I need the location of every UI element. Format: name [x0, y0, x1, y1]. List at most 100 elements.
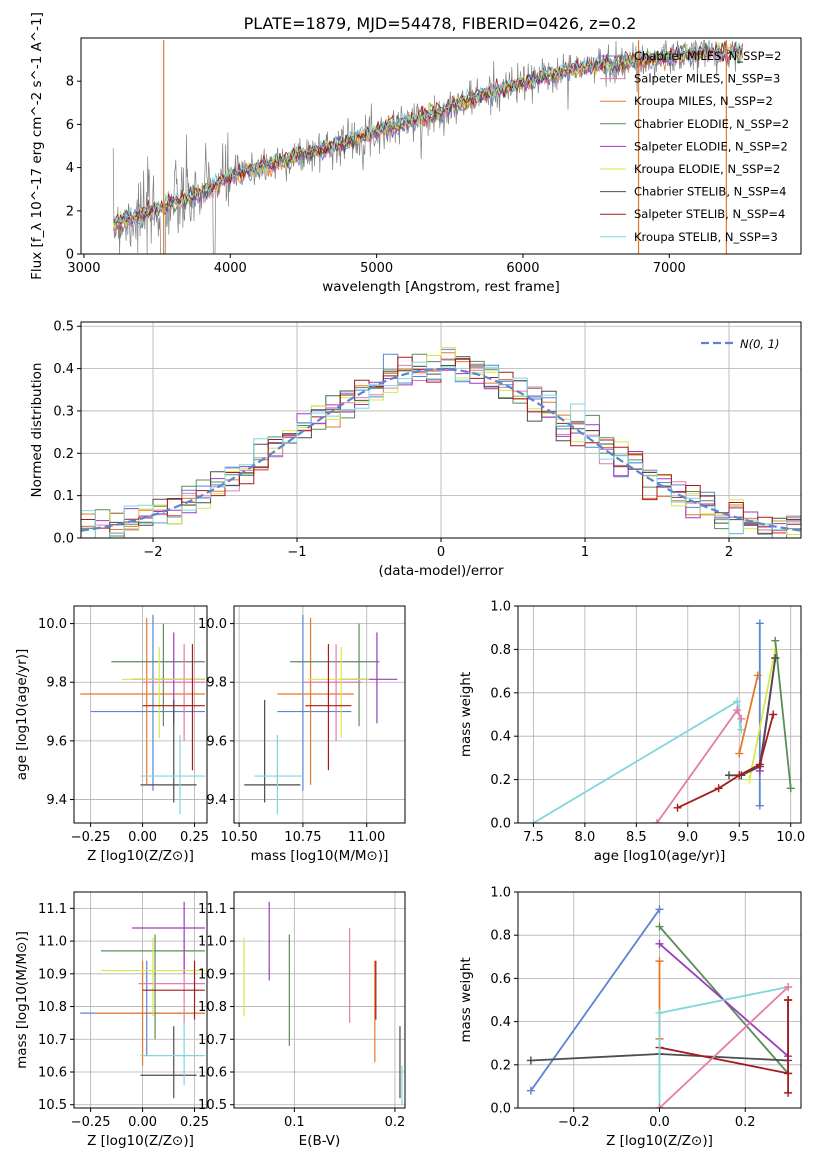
histogram-step [81, 348, 801, 538]
y-tick-label: 0.8 [490, 929, 511, 944]
y-tick-label: 0.3 [53, 404, 74, 419]
histogram-step [81, 361, 801, 538]
y-tick-label: 10.6 [198, 1066, 227, 1081]
x-tick-label: 4000 [214, 261, 247, 276]
x-tick-label: 0.25 [180, 1115, 209, 1130]
x-tick-label: 9.0 [677, 830, 698, 845]
legend-entry: Salpeter STELIB, N_SSP=4 [634, 207, 785, 221]
y-tick-label: 0.4 [490, 1015, 511, 1030]
axes-frame [233, 605, 406, 824]
x-tick-label: 10.0 [776, 830, 805, 845]
weight-marker [655, 939, 664, 948]
axes-frame [233, 891, 406, 1109]
y-tick-label: 0.4 [490, 730, 511, 745]
x-axis-label: (data-model)/error [378, 563, 504, 579]
y-tick-label: 10.5 [38, 1098, 67, 1113]
x-axis-label: Z [log10(Z/Z⊙)] [87, 848, 194, 864]
model-spectrum-line [112, 41, 743, 229]
x-axis-label: wavelength [Angstrom, rest frame] [322, 279, 560, 295]
y-tick-label: 0.0 [490, 817, 511, 832]
plot-area-weight-vs-Z [518, 892, 801, 1108]
y-tick-label: 10.9 [38, 967, 67, 982]
axes-frame [73, 605, 208, 824]
gaussian-curve [81, 367, 801, 532]
weight-marker [771, 636, 780, 645]
x-tick-label: 2 [725, 545, 733, 560]
axes-frame [517, 605, 802, 824]
y-tick-label: 9.4 [46, 793, 67, 808]
legend-entry: Kroupa STELIB, N_SSP=3 [634, 230, 778, 244]
weight-line [532, 700, 743, 823]
x-tick-label: 0 [437, 545, 445, 560]
weight-marker [755, 760, 764, 769]
y-tick-label: 9.6 [46, 734, 67, 749]
y-tick-label: 10.0 [38, 617, 67, 632]
plot-area-mass-vs-Z [74, 892, 207, 1108]
weight-marker [784, 996, 793, 1004]
weight-marker [753, 671, 762, 680]
weight-line [738, 675, 759, 754]
model-spectrum-line [112, 43, 743, 225]
y-tick-label: 4 [66, 161, 74, 176]
weight-marker [655, 957, 664, 966]
panel-weight-vs-Z: −0.2 0.0 0.2 0.0 0.2 0.4 0.6 0.8 1.0 Z [log10(Z/Z… [458, 886, 802, 1149]
y-tick-label: 0.0 [53, 532, 74, 547]
plot-area-spectrum [112, 39, 743, 254]
y-tick-label: 0.0 [490, 1102, 511, 1117]
x-axis-label: Z [log10(Z/Z⊙)] [606, 1133, 713, 1149]
plot-area-age-vs-Z [74, 606, 207, 823]
y-tick-label: 9.8 [206, 676, 227, 691]
weight-marker [755, 801, 764, 810]
legend-entry: Salpeter MILES, N_SSP=3 [634, 72, 780, 86]
x-tick-label: 9.5 [729, 830, 750, 845]
weight-marker [745, 775, 754, 784]
x-tick-label: 0.2 [385, 1115, 406, 1130]
y-tick-label: 0.6 [490, 686, 511, 701]
y-tick-label: 11.1 [38, 902, 67, 917]
model-spectrum-line [113, 44, 743, 234]
legend-entry: Chabrier MILES, N_SSP=2 [634, 49, 781, 63]
weight-marker [526, 1056, 535, 1065]
weight-marker [771, 654, 780, 663]
y-tick-label: 11.0 [198, 935, 227, 950]
weight-line [530, 908, 661, 1092]
weight-marker [786, 784, 795, 793]
plot-area-residuals [81, 322, 801, 538]
weight-marker [784, 983, 793, 992]
x-tick-label: 11.00 [348, 830, 385, 845]
weight-line [729, 657, 777, 777]
weight-marker [673, 803, 682, 812]
weight-marker [655, 1104, 664, 1108]
y-tick-label: 0.2 [490, 773, 511, 788]
weight-marker [755, 619, 764, 628]
y-tick-label: 10.9 [198, 967, 227, 982]
panel-age-vs-mass: 10.50 10.75 11.00 9.4 9.6 9.8 10.0 mass [log10(… [198, 605, 406, 864]
x-tick-label: 8.5 [626, 830, 647, 845]
legend-entry: Kroupa MILES, N_SSP=2 [634, 94, 773, 108]
weight-marker [737, 714, 746, 723]
x-tick-label: 5000 [360, 261, 393, 276]
x-axis-label: E(B-V) [299, 1133, 341, 1149]
x-tick-label: −2 [143, 545, 162, 560]
weight-marker [733, 697, 742, 706]
y-tick-label: 9.8 [46, 676, 67, 691]
panel-mass-vs-Z: −0.25 0.00 0.25 10.5 10.6 10.7 10.8 10.9 11.0 11.… [14, 891, 209, 1149]
y-axis-label: age [log10(age/yr)] [14, 649, 30, 781]
weight-marker [714, 784, 723, 793]
weight-marker [735, 771, 744, 780]
weight-marker [655, 1008, 664, 1017]
legend-entry: Kroupa ELODIE, N_SSP=2 [634, 162, 780, 176]
figure-title: PLATE=1879, MJD=54478, FIBERID=0426, z=0… [244, 14, 637, 33]
y-tick-label: 10.6 [38, 1066, 67, 1081]
x-tick-label: 0.2 [735, 1115, 756, 1130]
x-tick-label: 10.50 [220, 830, 257, 845]
x-tick-label: 3000 [67, 261, 100, 276]
y-tick-label: 1.0 [490, 886, 511, 901]
weight-marker [733, 706, 742, 715]
y-axis-label: mass weight [458, 672, 474, 757]
x-axis-label: mass [log10(M/M⊙)] [251, 848, 389, 864]
weight-line [659, 1000, 789, 1075]
x-tick-label: 0.0 [649, 1115, 670, 1130]
x-axis-label: Z [log10(Z/Z⊙)] [87, 1133, 194, 1149]
y-tick-label: 0.4 [53, 362, 74, 377]
